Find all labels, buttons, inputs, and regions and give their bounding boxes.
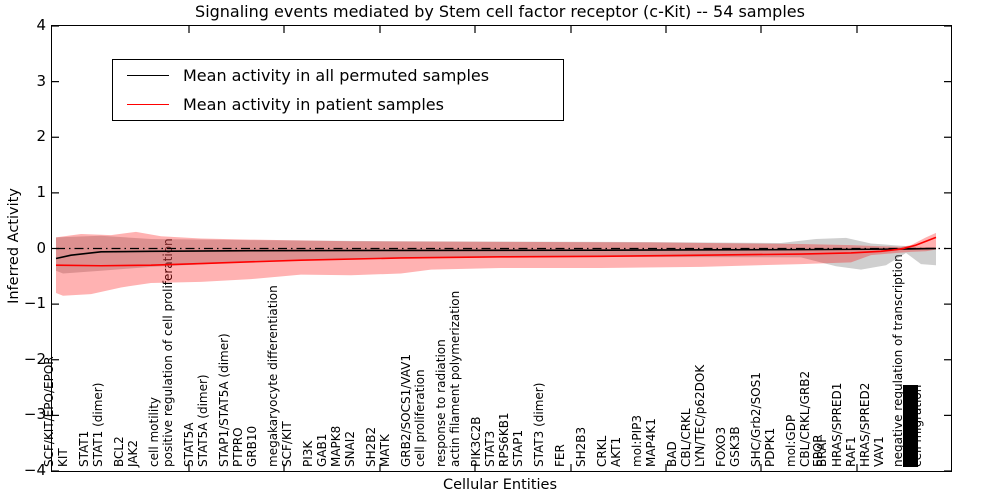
x-tick-label: AKT1 — [609, 436, 623, 467]
y-tick-label: 0 — [36, 238, 46, 257]
x-tick-label: GAB1 — [315, 433, 329, 467]
x-tick-label: GSK3B — [728, 426, 742, 467]
legend-entry: Mean activity in patient samples — [113, 91, 563, 119]
y-tick-label: −1 — [23, 294, 46, 313]
x-tick-label: SCF/KIT — [280, 421, 294, 467]
y-tick-label: 2 — [36, 127, 46, 146]
x-tick-label: BCL2 — [112, 436, 126, 467]
x-tick-label: GRB2/SOCS1/VAV1 — [399, 353, 413, 467]
x-tick-label: CRKL — [595, 435, 609, 467]
x-tick-label: actin filament polymerization — [448, 290, 462, 467]
x-tick-label: VAV1 — [872, 436, 886, 467]
x-tick-label: PI3K — [301, 440, 315, 467]
x-tick-label: HRAS/SPRED1 — [830, 382, 844, 467]
x-tick-label: PDPK1 — [763, 427, 777, 467]
y-tick-label: −2 — [23, 349, 46, 368]
x-tick-label: SHC/Grb2/SOS1 — [749, 372, 763, 467]
y-tick-label: 1 — [36, 182, 46, 201]
y-tick-label: 4 — [36, 16, 46, 34]
x-tick-label: FER — [553, 444, 567, 467]
legend-line-sample — [127, 104, 169, 106]
x-tick-label: FOXO3 — [714, 426, 728, 467]
x-tick-label: RAF1 — [844, 436, 858, 467]
legend-line-sample — [127, 74, 169, 76]
y-tick-label: −3 — [23, 405, 46, 424]
x-tick-label: STAP1 — [511, 429, 525, 467]
x-tick-label: MAPK8 — [329, 425, 343, 467]
legend-label: Mean activity in patient samples — [183, 95, 444, 115]
x-tick-label: STAT5A — [182, 422, 196, 467]
y-tick-label: −4 — [23, 461, 46, 479]
x-tick-label: STAT5A (dimer) — [196, 374, 210, 467]
x-tick-label: BAD — [665, 441, 679, 467]
legend-label: Mean activity in all permuted samples — [183, 65, 490, 85]
overlapping-labels-blob — [903, 385, 918, 467]
x-tick-label: RPS6KB1 — [497, 412, 511, 467]
x-tick-label: MAP4K1 — [644, 418, 658, 467]
x-tick-label: cell proliferation — [413, 369, 427, 467]
x-tick-label: megakaryocyte differentiation — [266, 285, 280, 467]
x-tick-label: mol:PIP3 — [630, 414, 644, 467]
x-tick-label: LYN/TEC/p62DOK — [693, 364, 707, 467]
x-tick-label: cell migration — [910, 384, 924, 467]
x-tick-label: SH2B2 — [364, 426, 378, 467]
x-tick-label: mol:GDP — [784, 414, 798, 467]
x-tick-label: STAT3 — [483, 430, 497, 467]
x-tick-label: PIK3C2B — [469, 416, 483, 467]
x-tick-label: GRB10 — [245, 425, 259, 467]
legend-entry: Mean activity in all permuted samples — [113, 61, 563, 89]
y-tick-label: 3 — [36, 71, 46, 90]
x-tick-label: BRAF — [815, 435, 829, 467]
x-tick-label: MATK — [378, 434, 392, 467]
chart-title: Signaling events mediated by Stem cell f… — [195, 2, 805, 21]
x-tick-label: CBL/CRKL — [679, 408, 693, 467]
x-axis-label: Cellular Entities — [442, 477, 558, 493]
legend: Mean activity in all permuted samples Mea… — [112, 59, 564, 121]
x-tick-label: SH2B3 — [574, 426, 588, 467]
plot-area: SCF/KIT/EPO/EPOR KIT STAT1 STAT1 (dimer) BCL… — [42, 25, 952, 472]
x-tick-label: STAT1 — [77, 430, 91, 467]
x-tick-label: CBL/CRKL/GRB2 — [798, 370, 812, 467]
x-tick-label: STAT3 (dimer) — [532, 382, 546, 467]
x-tick-label: response to radiation — [434, 339, 448, 467]
x-tick-label: cell motility — [147, 396, 161, 467]
x-tick-label: SCF/KIT/EPO/EPOR — [42, 356, 56, 467]
x-tick-label: positive regulation of cell proliferatio… — [161, 238, 175, 467]
x-tick-label: HRAS/SPRED2 — [858, 382, 872, 467]
x-tick-label: STAT1 (dimer) — [91, 382, 105, 467]
x-tick-label: KIT — [56, 448, 70, 467]
x-tick-label: PTPRO — [231, 427, 245, 467]
x-tick-label: STAP1/STAT5A (dimer) — [217, 333, 231, 467]
x-tick-label: JAK2 — [126, 439, 140, 467]
x-tick-label-layer: SCF/KIT/EPO/EPOR KIT STAT1 STAT1 (dimer) BCL… — [42, 26, 951, 471]
x-tick-label: SNAI2 — [343, 431, 357, 467]
